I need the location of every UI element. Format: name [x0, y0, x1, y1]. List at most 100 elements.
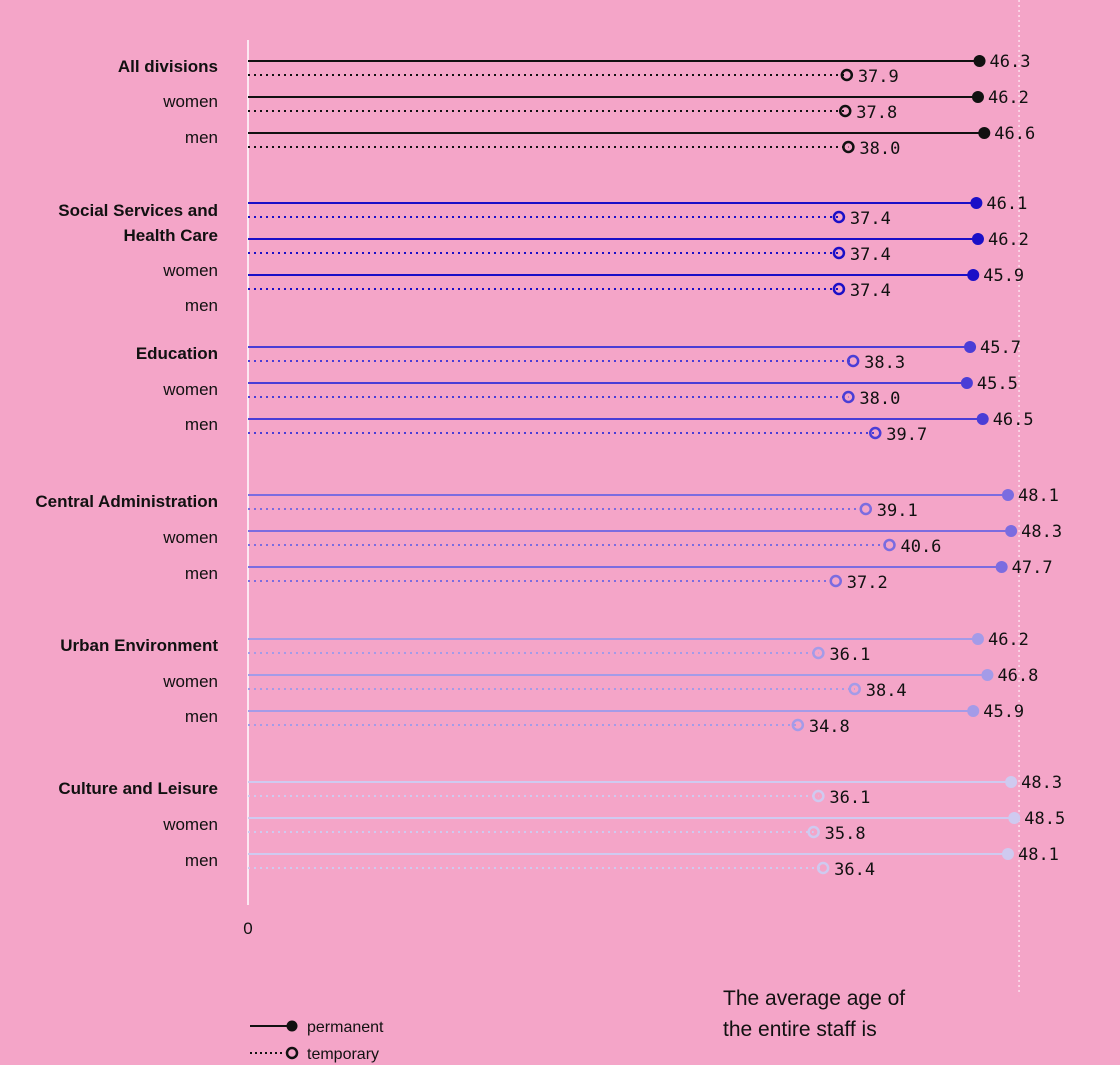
row-label: Culture and Leisure [58, 779, 218, 798]
temporary-value-label: 37.4 [850, 281, 891, 301]
permanent-value-label: 48.3 [1021, 522, 1062, 542]
permanent-value-label: 46.3 [990, 52, 1031, 72]
temporary-dot [812, 646, 825, 660]
legend-temporary-label: temporary [307, 1046, 379, 1063]
temporary-dot [840, 68, 854, 82]
temporary-dot [869, 426, 882, 440]
permanent-value-label: 46.1 [986, 194, 1027, 214]
permanent-dot [971, 91, 984, 103]
row-label: men [185, 851, 218, 870]
permanent-dot [1005, 525, 1018, 537]
row-label: women [162, 261, 218, 280]
permanent-value-label: 46.6 [994, 124, 1035, 144]
permanent-dot [995, 561, 1008, 573]
row-label: men [185, 564, 218, 583]
temporary-value-label: 36.1 [829, 645, 870, 665]
temporary-value-label: 37.9 [858, 67, 899, 87]
row-label: women [162, 92, 218, 111]
permanent-dot [971, 633, 984, 645]
average-age-note: The average age of the entire staff is [723, 983, 1023, 1045]
permanent-dot [967, 705, 980, 717]
temporary-value-label: 38.0 [859, 139, 900, 159]
row-label: women [162, 815, 218, 834]
row-label: All divisions [118, 57, 218, 76]
temporary-dot [829, 574, 843, 588]
temporary-dot [807, 825, 820, 839]
row-label: Education [136, 344, 218, 363]
permanent-dot [973, 55, 986, 67]
row-label: men [185, 296, 218, 315]
temporary-dot [816, 861, 830, 875]
row-label: Social Services and [58, 201, 218, 220]
permanent-value-label: 48.5 [1024, 809, 1065, 829]
temporary-dot [832, 282, 846, 296]
temporary-dot [846, 354, 860, 368]
permanent-value-label: 45.7 [980, 338, 1021, 358]
temporary-dot [842, 390, 855, 404]
temporary-value-label: 35.8 [825, 824, 866, 844]
temporary-dot [791, 718, 805, 732]
row-label: Health Care [124, 226, 218, 245]
permanent-value-label: 48.3 [1021, 773, 1062, 793]
row-label: men [185, 707, 218, 726]
permanent-value-label: 45.9 [983, 266, 1024, 286]
permanent-dot [960, 377, 973, 389]
permanent-dot [1001, 848, 1014, 860]
note-line-2: the entire staff is [723, 1018, 877, 1041]
temporary-dot [838, 104, 852, 118]
note-line-1: The average age of [723, 987, 906, 1010]
temporary-dot [812, 789, 825, 803]
temporary-dot [832, 210, 846, 224]
temporary-dot [842, 140, 855, 154]
row-label: Central Administration [35, 492, 218, 511]
temporary-value-label: 40.6 [900, 537, 941, 557]
permanent-dot [976, 413, 989, 425]
permanent-value-label: 46.2 [988, 630, 1029, 650]
permanent-value-label: 46.5 [993, 410, 1034, 430]
temporary-value-label: 37.8 [856, 103, 897, 123]
permanent-dot [1001, 489, 1014, 501]
permanent-dot [970, 197, 983, 209]
permanent-value-label: 48.1 [1018, 486, 1059, 506]
temporary-value-label: 36.4 [834, 860, 875, 880]
permanent-value-label: 46.2 [988, 230, 1029, 250]
temporary-value-label: 38.3 [864, 353, 905, 373]
permanent-dot [964, 341, 977, 353]
row-label: women [162, 528, 218, 547]
permanent-value-label: 47.7 [1012, 558, 1053, 578]
temporary-dot [832, 246, 846, 260]
x-tick-label: 0 [243, 919, 252, 938]
legend-permanent-dot [286, 1020, 298, 1032]
row-label: men [185, 128, 218, 147]
permanent-dot [1005, 776, 1018, 788]
temporary-value-label: 34.8 [809, 717, 850, 737]
temporary-value-label: 39.7 [886, 425, 927, 445]
legend-permanent-label: permanent [307, 1019, 384, 1036]
permanent-dot [978, 127, 991, 139]
temporary-dot [848, 682, 861, 696]
legend-temporary-dot [285, 1046, 299, 1060]
row-label: Urban Environment [60, 636, 218, 655]
permanent-value-label: 46.2 [988, 88, 1029, 108]
temporary-value-label: 39.1 [877, 501, 918, 521]
temporary-value-label: 38.4 [866, 681, 907, 701]
permanent-value-label: 48.1 [1018, 845, 1059, 865]
permanent-dot [981, 669, 994, 681]
permanent-value-label: 45.9 [983, 702, 1024, 722]
row-label: men [185, 415, 218, 434]
temporary-dot [883, 538, 896, 552]
permanent-value-label: 45.5 [977, 374, 1018, 394]
row-label: women [162, 380, 218, 399]
temporary-value-label: 36.1 [829, 788, 870, 808]
temporary-value-label: 38.0 [859, 389, 900, 409]
permanent-dot [971, 233, 984, 245]
row-label: women [162, 672, 218, 691]
temporary-value-label: 37.4 [850, 209, 891, 229]
permanent-dot [967, 269, 980, 281]
permanent-value-label: 46.8 [997, 666, 1038, 686]
permanent-dot [1008, 812, 1021, 824]
temporary-dot [859, 502, 873, 516]
temporary-value-label: 37.2 [847, 573, 888, 593]
